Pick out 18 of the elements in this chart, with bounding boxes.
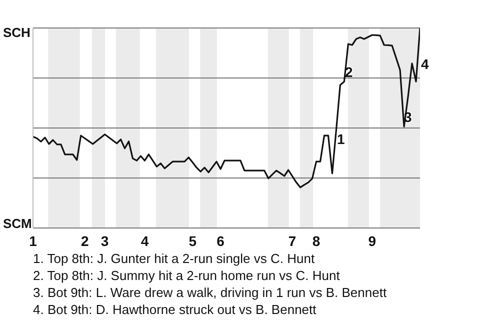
x-tick-label: 9 [368,232,376,249]
x-tick-label: 4 [140,232,149,249]
x-tick-label: 5 [188,232,197,249]
x-tick-label: 1 [29,232,38,249]
x-tick-label: 2 [80,232,89,249]
x-tick-label: 8 [312,232,320,249]
text: SCH [3,25,30,40]
text: 4. Bot 9th: D. Hawthorne struck out vs B. Bennett [33,301,318,318]
text: 3. Bot 9th: L. Ware drew a walk, driving in 1 run vs B. Bennett [33,284,388,301]
text: SCM [3,216,32,231]
annotation: 1 [337,131,345,147]
annotation: 2 [345,64,353,80]
text: 4 [421,56,429,72]
text: 1. Top 8th: J. Gunter hit a 2-run single vs C. Hunt [33,250,316,267]
x-tick-label: 6 [216,232,225,249]
x-tick-label: 3 [100,232,109,249]
x-tick-label: 7 [288,232,296,249]
text: 2. Top 8th: J. Summy hit a 2-run home run vs C. Hunt [33,267,341,284]
